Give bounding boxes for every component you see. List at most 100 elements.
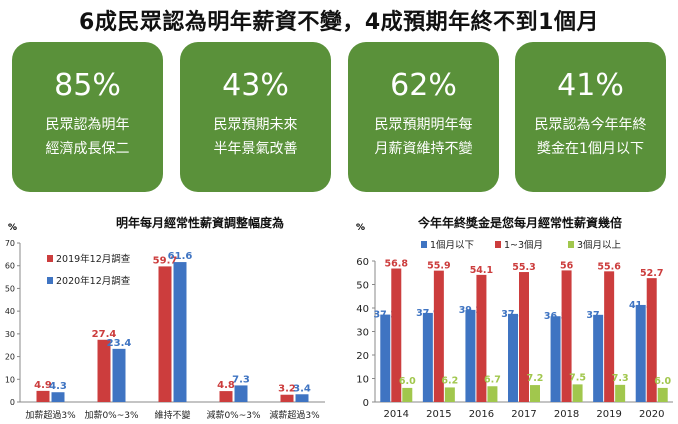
data-label: 55.9	[427, 261, 450, 272]
stat-card-text-line2: 獎金在1個月以下	[537, 141, 644, 157]
stat-card-text-line1: 民眾認為今年年終	[534, 117, 647, 133]
stat-card-percent: 43%	[222, 68, 289, 103]
bar	[112, 348, 126, 402]
x-tick-label: 2014	[384, 409, 409, 420]
data-label: 37.9	[416, 308, 439, 319]
bar	[402, 387, 413, 402]
bar	[97, 339, 111, 402]
y-tick-label: 20	[356, 351, 369, 362]
salary-chart-title: 明年每月經常性薪資調整幅度為	[115, 216, 284, 230]
legend-label: 2020年12月調查	[56, 275, 131, 287]
y-tick-label: 20	[5, 353, 15, 362]
bar	[219, 391, 233, 402]
page-headline: 6成民眾認為明年薪資不變，4成預期年終不到1個月	[79, 10, 599, 35]
bar	[572, 384, 583, 402]
data-label: 55.6	[597, 261, 621, 272]
y-tick-label: 60	[356, 257, 369, 268]
stat-cards: 85% 民眾認為明年 經濟成長保二 43% 民眾預期未來 半年景氣改善 62% …	[12, 42, 666, 192]
data-label: 4.3	[49, 381, 67, 392]
x-tick-label: 加薪0%~3%	[84, 409, 139, 421]
data-label: 23.4	[107, 338, 132, 349]
x-tick-label: 2020	[639, 409, 664, 420]
y-tick-label: 10	[356, 375, 369, 386]
bar	[280, 394, 294, 402]
bar	[635, 304, 646, 402]
stat-card-text-line1: 民眾預期未來	[213, 117, 298, 133]
bar	[158, 266, 172, 402]
stat-card-text-line1: 民眾認為明年	[45, 117, 130, 133]
bar	[519, 272, 529, 402]
x-tick-label: 2019	[596, 409, 621, 420]
data-label: 7.5	[569, 372, 586, 383]
bar	[615, 384, 626, 402]
data-label: 4.9	[34, 380, 52, 391]
bar	[593, 314, 604, 402]
y-tick-label: 60	[5, 262, 15, 271]
y-tick-label: 40	[5, 307, 15, 316]
x-tick-label: 2018	[554, 409, 579, 420]
data-label: 56.8	[385, 259, 409, 270]
data-label: 7.3	[232, 374, 250, 385]
bar	[646, 278, 657, 402]
stat-card-percent: 85%	[54, 68, 121, 103]
bar	[476, 274, 487, 402]
data-label: 59.7	[153, 255, 178, 266]
legend-label: 1個月以下	[430, 239, 474, 251]
data-label: 6.0	[654, 376, 671, 387]
y-tick-label: 30	[5, 330, 15, 339]
bonus-chart-title: 今年年終獎金是您每月經常性薪資幾倍	[417, 216, 622, 230]
legend-swatch	[47, 255, 53, 262]
data-label: 6.2	[441, 375, 458, 386]
y-tick-label: 70	[5, 239, 15, 248]
year-end-bonus-chart: % 0 10 20 30 40 50 60 37.2 56.8 6.0 2014 37.9 55.9 6.2…	[356, 223, 673, 420]
stat-card-economy: 85% 民眾認為明年 經濟成長保二	[12, 42, 163, 192]
bar	[487, 386, 498, 402]
bar	[508, 313, 518, 402]
x-tick-label: 2017	[511, 409, 536, 420]
bar	[391, 268, 402, 402]
stat-card-text-line1: 民眾預期明年每	[374, 117, 473, 133]
data-label: 37.2	[374, 310, 397, 321]
legend-swatch	[495, 241, 501, 248]
data-label: 37.1	[586, 310, 609, 321]
data-label: 39.2	[459, 305, 482, 316]
y-tick-label: 0	[10, 398, 15, 407]
bar	[444, 387, 455, 402]
legend-swatch	[568, 241, 574, 248]
data-label: 55.3	[512, 262, 535, 273]
stat-card-salary: 62% 民眾預期明年每 月薪資維持不變	[348, 42, 499, 192]
data-label: 37.5	[501, 309, 524, 320]
salary-adjustment-chart: % 0 10 20 30 40 50 60 70 4.94.3 加薪超過3% 27.423.4 加薪0%…	[5, 223, 325, 421]
bar	[433, 270, 444, 402]
y-axis-unit-label: %	[8, 223, 17, 233]
y-tick-label: 0	[363, 398, 369, 409]
x-tick-label: 2015	[426, 409, 451, 420]
bar	[380, 314, 391, 402]
data-label: 4.8	[217, 380, 235, 391]
x-tick-label: 加薪超過3%	[25, 409, 76, 421]
data-label: 36.5	[544, 311, 567, 322]
legend-label: 2019年12月調查	[56, 253, 131, 265]
data-label: 6.0	[399, 376, 416, 387]
stat-card-text-line2: 半年景氣改善	[213, 141, 298, 157]
bar	[465, 309, 476, 402]
y-axis-unit-label: %	[356, 223, 365, 233]
legend-swatch	[421, 241, 427, 248]
data-label: 41.3	[629, 300, 652, 311]
stat-card-percent: 62%	[390, 68, 457, 103]
bar	[295, 394, 309, 402]
y-tick-label: 40	[356, 304, 369, 315]
data-label: 6.7	[484, 374, 501, 385]
x-tick-label: 2016	[469, 409, 494, 420]
data-label: 54.1	[470, 265, 493, 276]
stat-card-bonus: 41% 民眾認為今年年終 獎金在1個月以下	[515, 42, 666, 192]
stat-card-text-line2: 經濟成長保二	[45, 141, 130, 157]
x-tick-label: 減薪超過3%	[269, 409, 320, 421]
data-label: 7.3	[612, 373, 629, 384]
bar	[36, 390, 50, 402]
bar	[604, 271, 615, 402]
data-label: 3.2	[278, 384, 296, 395]
bar	[234, 385, 248, 402]
bar	[561, 270, 572, 402]
stat-card-text-line2: 月薪資維持不變	[374, 141, 473, 157]
